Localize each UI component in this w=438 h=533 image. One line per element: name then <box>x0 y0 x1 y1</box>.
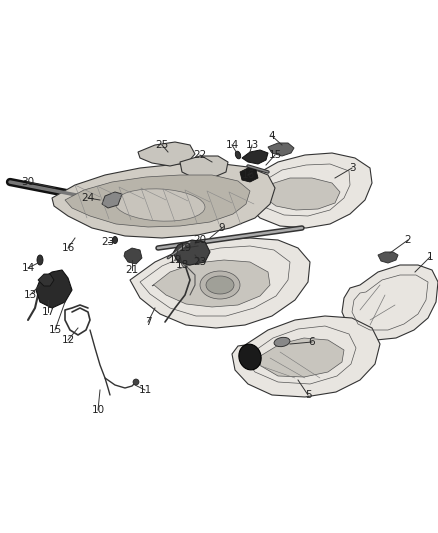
Text: 13: 13 <box>245 140 258 150</box>
Ellipse shape <box>200 271 240 299</box>
Ellipse shape <box>115 189 205 221</box>
Text: 13: 13 <box>23 290 37 300</box>
Polygon shape <box>138 142 195 166</box>
Text: 3: 3 <box>349 163 355 173</box>
Polygon shape <box>52 163 275 238</box>
Text: 19: 19 <box>168 255 182 265</box>
Circle shape <box>133 379 139 385</box>
Ellipse shape <box>235 151 241 159</box>
Text: 10: 10 <box>92 405 105 415</box>
Ellipse shape <box>239 344 261 370</box>
Text: 14: 14 <box>226 140 239 150</box>
Polygon shape <box>246 153 372 228</box>
Polygon shape <box>65 175 250 227</box>
Polygon shape <box>258 338 344 377</box>
Ellipse shape <box>113 237 117 244</box>
Text: 23: 23 <box>193 257 207 267</box>
Text: 11: 11 <box>138 385 152 395</box>
Polygon shape <box>124 248 142 264</box>
Text: 19: 19 <box>178 243 192 253</box>
Text: 23: 23 <box>101 237 115 247</box>
Text: 20: 20 <box>194 235 207 245</box>
Polygon shape <box>173 240 210 265</box>
Text: 15: 15 <box>48 325 62 335</box>
Text: 4: 4 <box>268 131 276 141</box>
Text: 16: 16 <box>241 170 254 180</box>
Text: 30: 30 <box>21 177 35 187</box>
Text: 9: 9 <box>219 223 225 233</box>
Polygon shape <box>130 238 310 328</box>
Text: 5: 5 <box>305 390 311 400</box>
Text: 12: 12 <box>61 335 74 345</box>
Polygon shape <box>232 316 380 397</box>
Text: 16: 16 <box>61 243 74 253</box>
Text: 21: 21 <box>125 265 138 275</box>
Polygon shape <box>38 274 54 286</box>
Text: 18: 18 <box>175 260 189 270</box>
Text: 14: 14 <box>21 263 35 273</box>
Text: 17: 17 <box>41 307 55 317</box>
Text: 7: 7 <box>145 317 151 327</box>
Polygon shape <box>265 178 340 210</box>
Ellipse shape <box>206 276 234 294</box>
Ellipse shape <box>37 255 43 265</box>
Text: 6: 6 <box>309 337 315 347</box>
Polygon shape <box>152 260 270 307</box>
Text: 2: 2 <box>405 235 411 245</box>
Polygon shape <box>378 252 398 263</box>
Text: 22: 22 <box>193 150 207 160</box>
Text: 24: 24 <box>81 193 95 203</box>
Polygon shape <box>268 143 294 156</box>
Ellipse shape <box>274 337 290 346</box>
Polygon shape <box>240 168 258 182</box>
Polygon shape <box>180 156 228 178</box>
Polygon shape <box>36 270 72 308</box>
Text: 1: 1 <box>427 252 433 262</box>
Polygon shape <box>242 150 268 164</box>
Polygon shape <box>102 192 122 208</box>
Text: 15: 15 <box>268 150 282 160</box>
Text: 25: 25 <box>155 140 169 150</box>
Polygon shape <box>342 265 438 340</box>
